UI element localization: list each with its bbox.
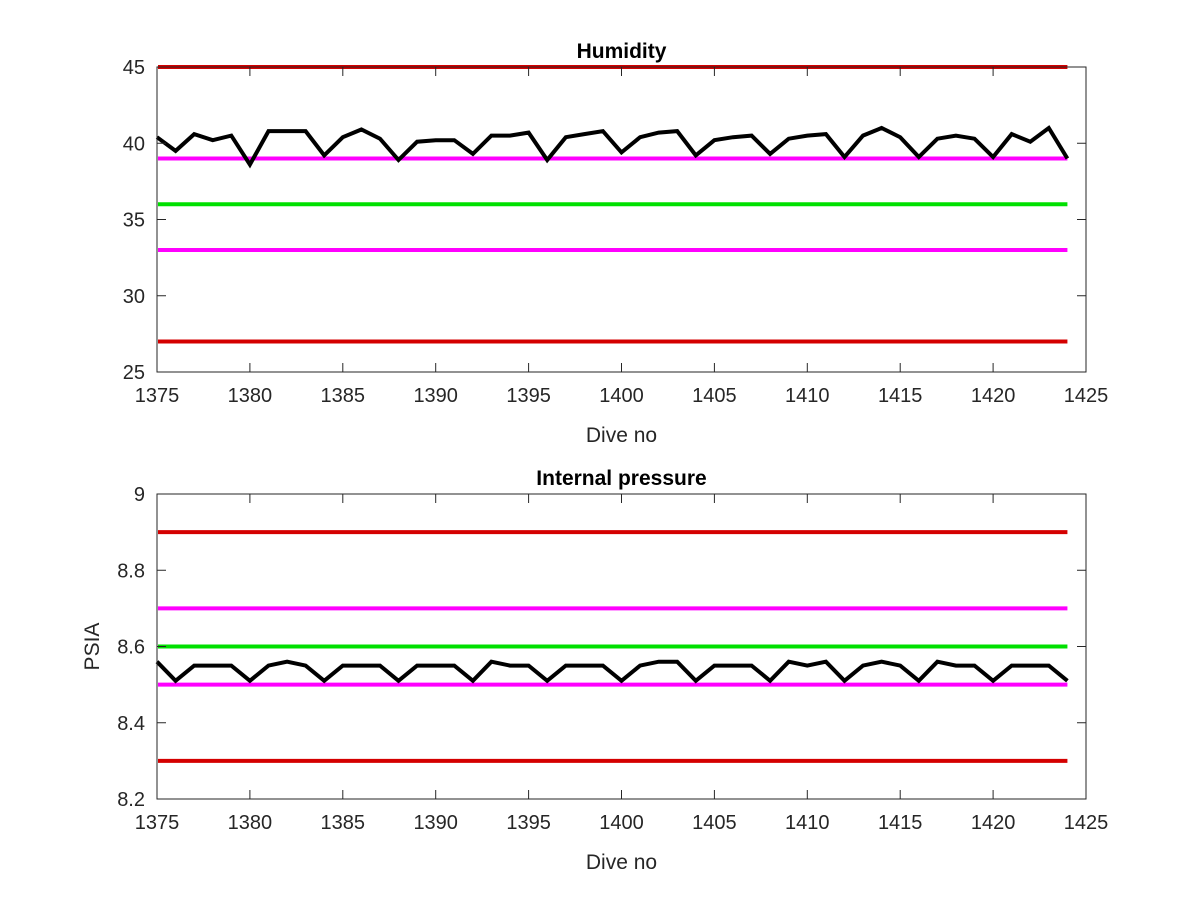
internal-pressure-chart: 1375 1380 1385 1390 1395 1400 1405 1410 1415 1420… [81,467,1108,874]
chart-title: Internal pressure [536,467,706,490]
x-tick-label: 1415 [878,385,923,407]
x-tick-label: 1390 [413,812,458,834]
x-tick-label: 1390 [413,385,458,407]
y-tick-label: 45 [123,57,145,79]
data-series-line [155,659,1069,684]
y-tick-label: 8.6 [117,637,145,659]
x-axis-label: Dive no [586,851,657,874]
humidity-chart: 1375 1380 1385 1390 1395 1400 1405 1410 1415 1420… [123,40,1109,447]
x-tick-label: 1395 [506,385,551,407]
y-tick-label: 8.8 [117,560,145,582]
x-tick-label: 1385 [321,385,366,407]
y-tick-label: 8.4 [117,713,145,735]
x-tick-label: 1410 [785,812,830,834]
x-tick-label: 1405 [692,812,737,834]
y-tick-label: 40 [123,133,145,155]
x-tick-label: 1375 [135,385,180,407]
x-tick-label: 1410 [785,385,830,407]
y-tick-label: 30 [123,286,145,308]
x-axis-label: Dive no [586,424,657,447]
x-tick-label: 1380 [228,385,273,407]
x-tick-label: 1395 [506,812,551,834]
x-tick-label: 1420 [971,385,1016,407]
x-tick-label: 1400 [599,812,644,834]
y-tick-label: 25 [123,362,145,384]
x-tick-label: 1400 [599,385,644,407]
y-axis-label: PSIA [81,623,104,671]
x-tick-label: 1420 [971,812,1016,834]
y-tick-label: 9 [134,484,145,506]
x-tick-label: 1425 [1064,812,1109,834]
y-tick-label: 35 [123,210,145,232]
x-tick-label: 1405 [692,385,737,407]
x-tick-label: 1415 [878,812,923,834]
data-series-line [155,125,1070,169]
y-tick-label: 8.2 [117,789,145,811]
x-tick-label: 1380 [228,812,273,834]
x-tick-label: 1385 [321,812,366,834]
x-tick-label: 1375 [135,812,180,834]
x-tick-label: 1425 [1064,385,1109,407]
chart-title: Humidity [577,40,667,63]
